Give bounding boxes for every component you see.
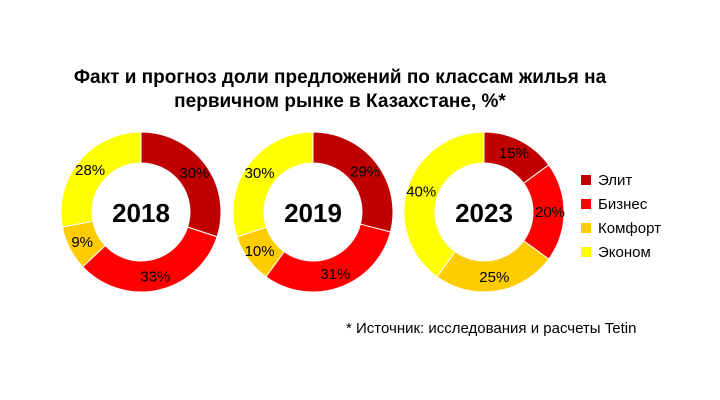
legend-label-comfort: Комфорт [598, 219, 661, 237]
data-label-2019-economy: 30% [245, 165, 275, 182]
data-label-2018-business: 33% [140, 268, 170, 285]
slice-2023-economy [403, 131, 485, 278]
chart-title-line1: Факт и прогноз доли предложений по класс… [73, 67, 607, 88]
year-label-2019: 2019 [284, 198, 342, 228]
slice-2019-economy [232, 131, 314, 238]
legend-label-elite: Элит [598, 171, 633, 189]
data-label-2019-elite: 29% [350, 164, 380, 181]
data-label-2023-elite: 15% [499, 145, 529, 162]
chart-title-line2: первичном рынке в Казахстане, %* [174, 91, 506, 112]
data-label-2019-business: 31% [320, 266, 350, 283]
legend-swatch-economy [581, 247, 591, 257]
slice-2018-elite [140, 131, 222, 238]
legend-item-economy: Эконом [581, 240, 661, 264]
legend: Элит Бизнес Комфорт Эконом [581, 168, 661, 264]
legend-label-economy: Эконом [598, 243, 651, 261]
data-label-2023-economy: 40% [406, 184, 436, 201]
slice-2018-business [81, 226, 218, 293]
data-label-2018-comfort: 9% [71, 234, 93, 251]
year-label-2023: 2023 [455, 198, 513, 228]
legend-item-comfort: Комфорт [581, 216, 661, 240]
slice-2018-economy [60, 131, 142, 228]
legend-label-business: Бизнес [598, 195, 648, 213]
data-label-2018-elite: 30% [179, 165, 209, 182]
data-label-2023-business: 20% [535, 204, 565, 221]
data-label-2018-economy: 28% [75, 162, 105, 179]
legend-swatch-comfort [581, 223, 591, 233]
legend-item-business: Бизнес [581, 192, 661, 216]
chart-title: Факт и прогноз доли предложений по класс… [60, 66, 620, 114]
legend-swatch-elite [581, 175, 591, 185]
data-label-2023-comfort: 25% [479, 269, 509, 286]
year-label-2018: 2018 [112, 198, 170, 228]
legend-item-elite: Элит [581, 168, 661, 192]
data-label-2019-comfort: 10% [245, 243, 275, 260]
legend-swatch-business [581, 199, 591, 209]
source-note: * Источник: исследования и расчеты Tetin [346, 320, 637, 337]
